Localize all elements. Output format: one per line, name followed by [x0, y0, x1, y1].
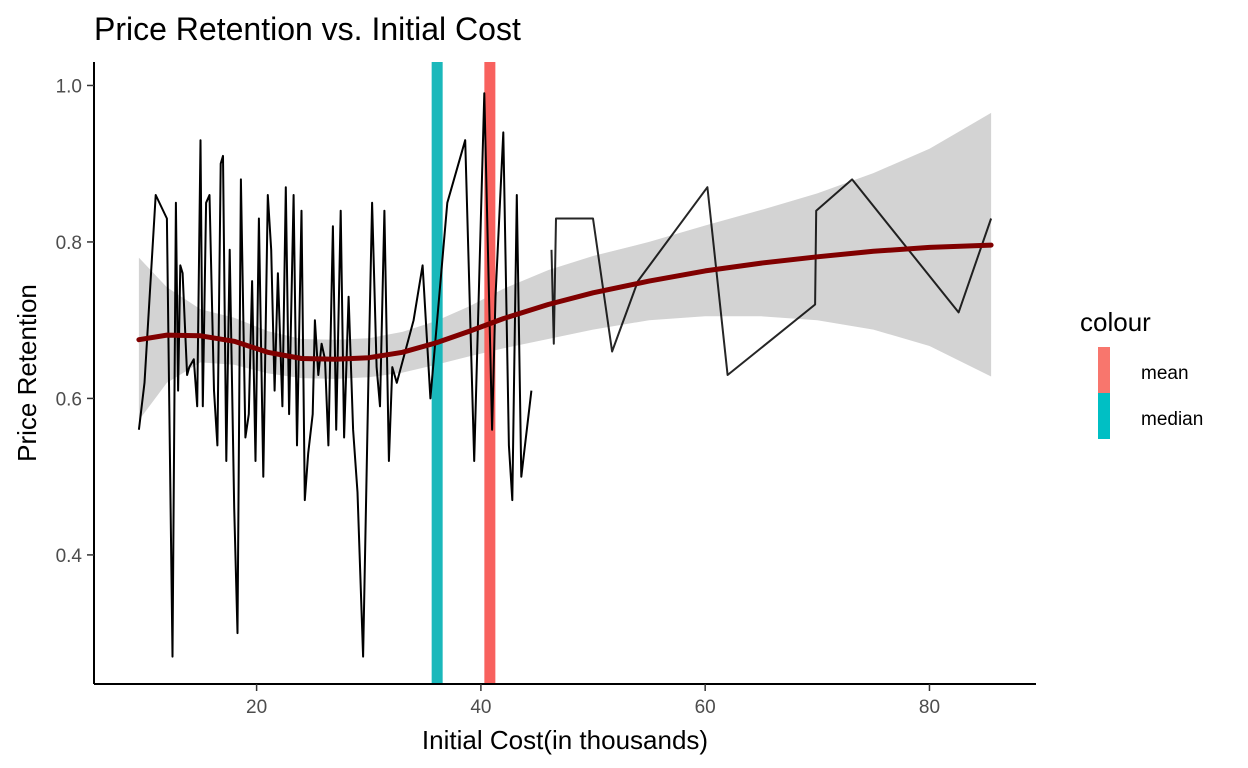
- chart-title: Price Retention vs. Initial Cost: [94, 11, 521, 47]
- legend-label-mean: mean: [1141, 363, 1189, 384]
- y-tick-label: 1.0: [56, 76, 82, 97]
- confidence-band: [138, 112, 992, 421]
- x-axis-label: Initial Cost(in thousands): [422, 725, 708, 755]
- y-axis-ticks: 0.4 0.6 0.8 1.0: [56, 76, 94, 567]
- confidence-band-layer: [138, 112, 992, 421]
- y-axis-label: Price Retention: [12, 284, 42, 462]
- smooth-layer: [136, 242, 994, 362]
- legend-label-median: median: [1141, 409, 1203, 430]
- y-tick-label: 0.4: [56, 546, 83, 567]
- x-tick-label: 60: [695, 697, 716, 718]
- legend-swatch-median: [1098, 393, 1110, 439]
- y-tick-label: 0.6: [56, 389, 82, 410]
- legend-title: colour: [1080, 307, 1151, 337]
- x-axis-ticks: 20 40 60 80: [246, 684, 940, 718]
- legend-swatch-mean: [1098, 347, 1110, 393]
- price-retention-line-1: [550, 178, 993, 376]
- series-layer: [137, 92, 993, 658]
- legend: colour mean median: [1080, 307, 1203, 439]
- y-tick-label: 0.8: [56, 233, 82, 254]
- x-tick-label: 20: [246, 697, 267, 718]
- smooth-trend-line: [136, 242, 994, 362]
- plot-area: [136, 62, 994, 684]
- price-retention-line-0: [137, 92, 533, 658]
- x-tick-label: 40: [470, 697, 491, 718]
- x-tick-label: 80: [919, 697, 940, 718]
